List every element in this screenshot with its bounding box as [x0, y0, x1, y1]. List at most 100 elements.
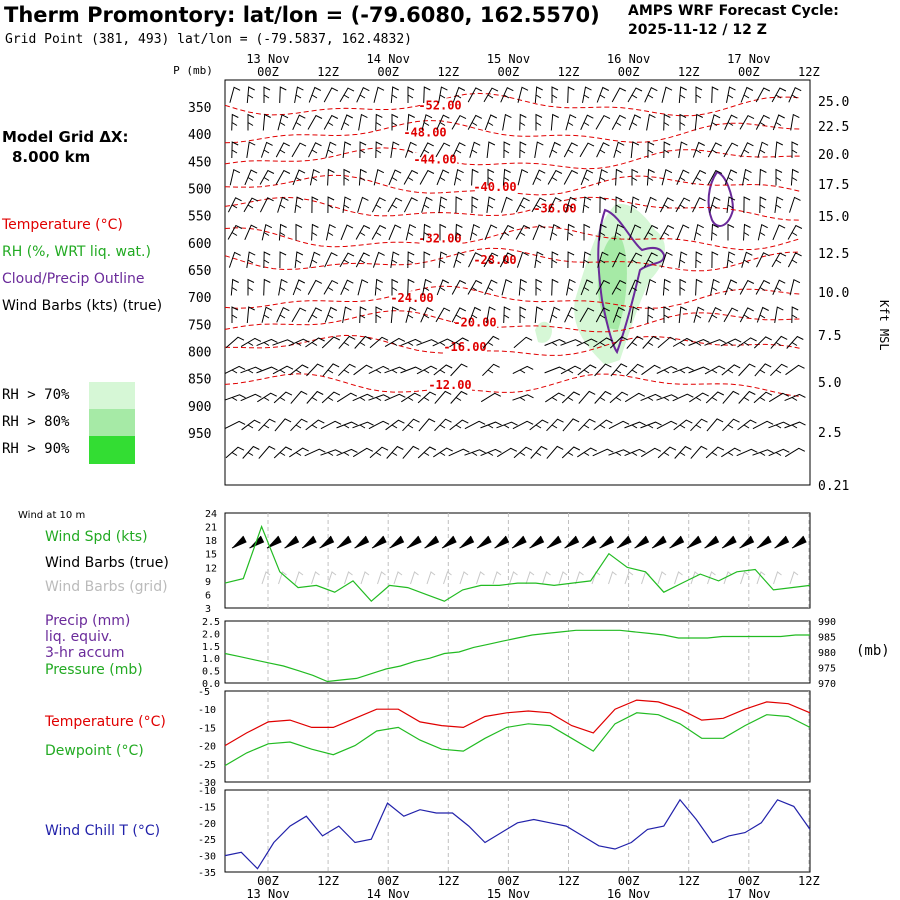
wind-barb — [373, 86, 385, 103]
wind-barb — [774, 306, 784, 323]
wind-barb — [402, 418, 420, 432]
wind-barb — [386, 445, 404, 459]
wind-chill-line — [224, 798, 811, 870]
wind-barb — [772, 224, 786, 241]
wind-barb — [592, 448, 614, 457]
wind-barb — [323, 114, 339, 130]
wind-barb — [790, 113, 800, 131]
isotherm-line — [224, 196, 802, 221]
wind-barb — [371, 535, 387, 549]
wind-barb — [288, 338, 310, 347]
wind-barb — [419, 142, 434, 158]
isotherm-label-bg — [405, 125, 447, 140]
wind-barb — [787, 252, 802, 268]
wind-barb — [512, 420, 534, 430]
wind-barb — [483, 252, 499, 268]
wind-barb — [674, 445, 692, 459]
wind-barb — [320, 420, 342, 430]
wind-barb — [289, 447, 309, 458]
wind-barb — [246, 141, 256, 158]
wind-barb — [784, 421, 806, 429]
wind-barb — [644, 87, 658, 103]
wind-barb — [739, 279, 755, 295]
forecast-cycle-value: 2025-11-12 / 12 Z — [628, 22, 767, 38]
isotherm-line — [224, 373, 802, 398]
wind-barb — [256, 366, 278, 374]
dewpoint-legend: Dewpoint (°C) — [45, 743, 144, 759]
wind-barb — [597, 168, 608, 186]
wind-barb — [266, 535, 282, 549]
wind-barb — [611, 114, 627, 130]
wind-barb — [467, 114, 483, 130]
wind-barb — [743, 196, 751, 214]
wind-barb — [301, 535, 317, 549]
wind-barb — [484, 279, 498, 296]
wind-barb — [274, 418, 292, 432]
wind-barb — [641, 364, 661, 376]
wind-barb — [608, 420, 630, 430]
wind-barb — [352, 447, 374, 458]
height-tick-label: 25.0 — [818, 95, 849, 110]
time-tick-label-bottom: 00Z — [257, 874, 279, 888]
wind-barb — [468, 252, 482, 268]
wind-barb — [230, 278, 239, 296]
wind-barb — [788, 87, 802, 103]
wind-barb — [323, 87, 339, 103]
wind-barb — [494, 535, 510, 549]
grid-barb — [773, 571, 782, 585]
wind-barb — [246, 306, 255, 324]
wind-barb — [240, 337, 262, 348]
wind-barb — [290, 390, 308, 404]
date-label-top: 14 Nov — [367, 52, 410, 66]
wind-barb — [340, 279, 354, 296]
wind-barb — [459, 535, 475, 549]
wind-barb — [272, 365, 294, 375]
wind-barb — [371, 224, 387, 240]
wind-barb — [657, 336, 677, 349]
wind-barb — [242, 445, 260, 459]
wind-barb — [321, 336, 341, 349]
wind-barb — [390, 86, 399, 104]
wind-barb — [739, 535, 755, 549]
wind-barbs-upper — [224, 86, 806, 459]
wind-barb — [401, 392, 421, 403]
wind-barb — [726, 251, 736, 268]
wind-barb — [436, 279, 450, 296]
wind-barb — [768, 448, 790, 457]
wind-barb — [368, 394, 390, 401]
wind-barb — [659, 197, 674, 213]
wind-barb — [772, 114, 785, 131]
wind-barb — [244, 224, 258, 241]
wind-barb — [609, 391, 629, 404]
wind-barb — [721, 535, 737, 549]
precip-accum-legend: 3-hr accum — [45, 645, 125, 661]
isotherm-label-bg — [415, 152, 457, 167]
wind-barb — [419, 169, 435, 185]
wind-barb — [357, 196, 369, 213]
wind-barb — [693, 306, 705, 323]
wind-barb — [420, 307, 434, 323]
wind-barb — [704, 339, 726, 346]
wind-barb — [304, 448, 326, 457]
wind-barb — [663, 306, 671, 323]
grid-barb — [723, 571, 733, 585]
wind-barb — [228, 251, 241, 268]
wind-barb — [453, 168, 464, 186]
wind-barb — [711, 223, 719, 241]
isotherm-line — [224, 310, 802, 333]
wind-barb — [418, 418, 436, 432]
pressure-tick-label: 980 — [818, 648, 836, 659]
wind-chill-tick-label: -25 — [198, 835, 216, 846]
wind-barb — [486, 306, 496, 323]
wind-barb — [320, 449, 342, 456]
wind-barb — [336, 448, 358, 457]
isotherm-label: -20.00 — [453, 316, 496, 330]
wind-barb — [690, 418, 708, 432]
wind-barb — [724, 114, 738, 131]
wind-barb — [688, 366, 710, 374]
wind-barb — [289, 364, 309, 376]
pressure-tick-label: 985 — [818, 633, 836, 644]
wind-barb — [342, 141, 352, 159]
wind-barb — [292, 279, 306, 296]
time-tick-label-top: 12Z — [678, 65, 700, 79]
